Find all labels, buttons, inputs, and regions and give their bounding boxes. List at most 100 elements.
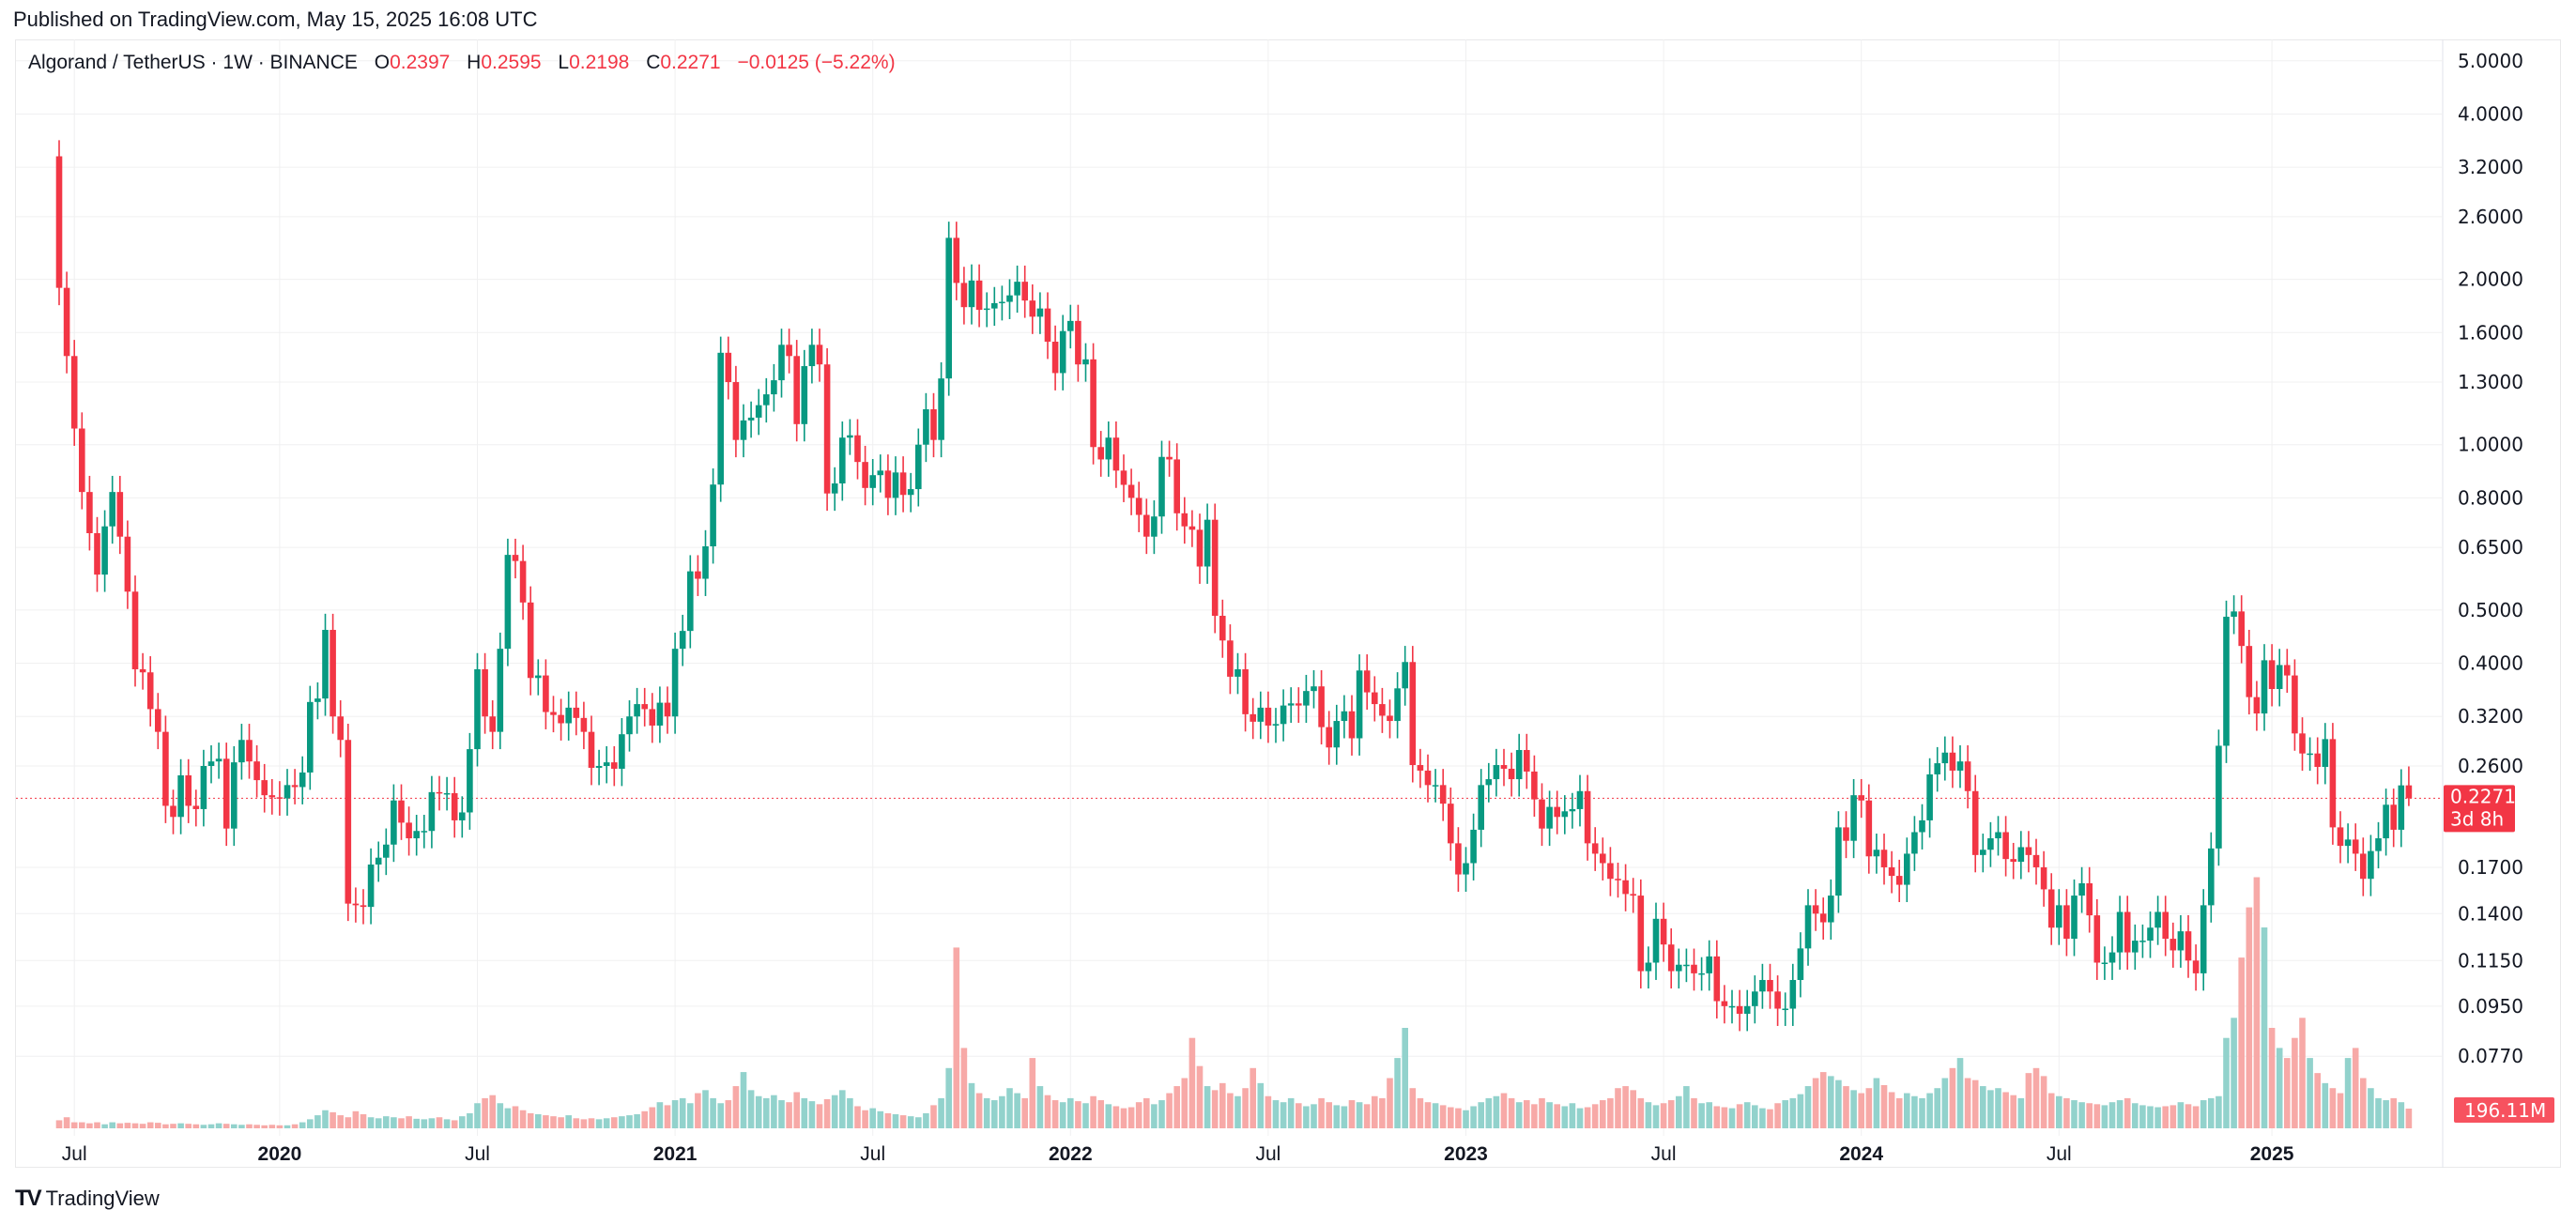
candle <box>1348 695 1356 756</box>
candle-body <box>2078 882 2085 896</box>
symbol-name[interactable]: Algorand / TetherUS · 1W · BINANCE <box>28 52 358 73</box>
candle <box>177 758 184 835</box>
candle-body <box>938 378 944 440</box>
volume-bar <box>2375 1097 2382 1128</box>
candle <box>1971 774 1979 873</box>
volume-bar <box>1667 1100 1675 1128</box>
candle-body <box>101 526 108 575</box>
price-axis[interactable]: 5.0000 4.0000 3.2000 2.6000 2.0000 1.6000 1.30… <box>2458 50 2523 1067</box>
candle <box>170 789 176 835</box>
price-tick-label: 0.5000 <box>2458 599 2523 621</box>
time-tick-label: Jul <box>1651 1143 1677 1165</box>
candle <box>2101 946 2108 980</box>
volume-bar <box>155 1123 161 1128</box>
volume-bar <box>1736 1104 1743 1128</box>
candle <box>1759 963 1766 1009</box>
time-tick-label: Jul <box>62 1143 87 1165</box>
time-tick-label: Jul <box>465 1143 490 1165</box>
volume-bar <box>854 1106 861 1128</box>
candle <box>1706 940 1712 991</box>
candle-body <box>1493 765 1500 780</box>
volume-bar <box>2170 1105 2177 1128</box>
candle-body <box>1265 707 1272 726</box>
volume-bar <box>938 1097 944 1128</box>
volume-bar <box>1204 1086 1211 1128</box>
candle-body <box>1424 770 1432 786</box>
candle-body <box>2162 911 2169 940</box>
candle-body <box>1075 320 1081 365</box>
candle <box>146 656 154 727</box>
volume-bar <box>512 1106 519 1128</box>
candle <box>687 555 694 649</box>
volume-bar <box>1569 1103 1576 1128</box>
candle-body <box>717 352 724 485</box>
candle-body <box>1895 876 1903 885</box>
volume-bar <box>595 1119 603 1128</box>
candle <box>131 575 139 687</box>
candle <box>322 613 329 716</box>
volume-bar <box>2025 1073 2032 1128</box>
candle <box>1181 497 1188 544</box>
volume-bar <box>1828 1076 1834 1128</box>
volume-bar <box>79 1122 85 1128</box>
candle <box>1014 265 1020 314</box>
candle <box>1561 795 1569 835</box>
candle <box>2086 866 2093 933</box>
volume-bar <box>1500 1093 1508 1128</box>
candle-body <box>801 366 808 424</box>
candle <box>1448 787 1454 861</box>
candle <box>375 841 382 882</box>
price-tick-label: 0.1150 <box>2458 949 2523 972</box>
candle <box>1683 948 1690 983</box>
candle-body <box>79 428 85 493</box>
candle <box>558 698 564 741</box>
volume-bar <box>1478 1102 1484 1128</box>
candle-body <box>2208 848 2215 906</box>
candle-body <box>2025 847 2032 855</box>
candle <box>337 700 344 758</box>
tradingview-brand[interactable]: TV TradingView <box>15 1186 160 1212</box>
volume-bar <box>1296 1103 1302 1128</box>
volume-bar <box>504 1108 512 1128</box>
candle-body <box>497 649 504 732</box>
candle <box>101 510 108 592</box>
candle <box>877 454 884 493</box>
volume-bar <box>1311 1104 1317 1128</box>
candle <box>428 775 436 849</box>
volume-bar <box>1493 1095 1500 1128</box>
volume-bar <box>1819 1072 1827 1128</box>
time-tick-label: 2021 <box>653 1143 698 1165</box>
candle-body <box>1485 779 1493 786</box>
candle <box>1531 755 1538 818</box>
candle <box>1287 687 1295 724</box>
time-axis[interactable]: Jul 2020 Jul 2021 Jul 2022 Jul 2023 Jul 2024 Jul 20… <box>62 1143 2294 1165</box>
volume-bar <box>1987 1090 1994 1128</box>
candle-body <box>124 536 131 592</box>
candle-body <box>428 791 436 832</box>
candle-body <box>2010 859 2016 863</box>
volume-bar <box>1470 1106 1477 1128</box>
volume-bar <box>915 1117 922 1128</box>
volume-bar <box>185 1124 192 1128</box>
time-tick-label: 2020 <box>258 1143 302 1165</box>
candle-body <box>1926 773 1933 820</box>
candle-body <box>162 731 169 806</box>
candle <box>1904 837 1910 903</box>
candle-body <box>116 492 124 537</box>
price-tick-label: 0.2600 <box>2458 755 2523 777</box>
candle <box>398 784 405 840</box>
volume-bar <box>2216 1095 2222 1128</box>
candle-body <box>2056 905 2062 928</box>
candle-body <box>1021 282 1028 301</box>
candle-body <box>991 302 998 309</box>
candle-body <box>1478 785 1484 830</box>
candle-body <box>671 649 679 717</box>
candle-body <box>1242 668 1249 714</box>
candle <box>945 222 952 396</box>
candle-body <box>626 716 633 735</box>
change-value: −0.0125 (−5.22%) <box>737 52 896 73</box>
candle <box>580 701 588 750</box>
candle <box>2284 649 2291 694</box>
candle <box>1326 711 1332 765</box>
